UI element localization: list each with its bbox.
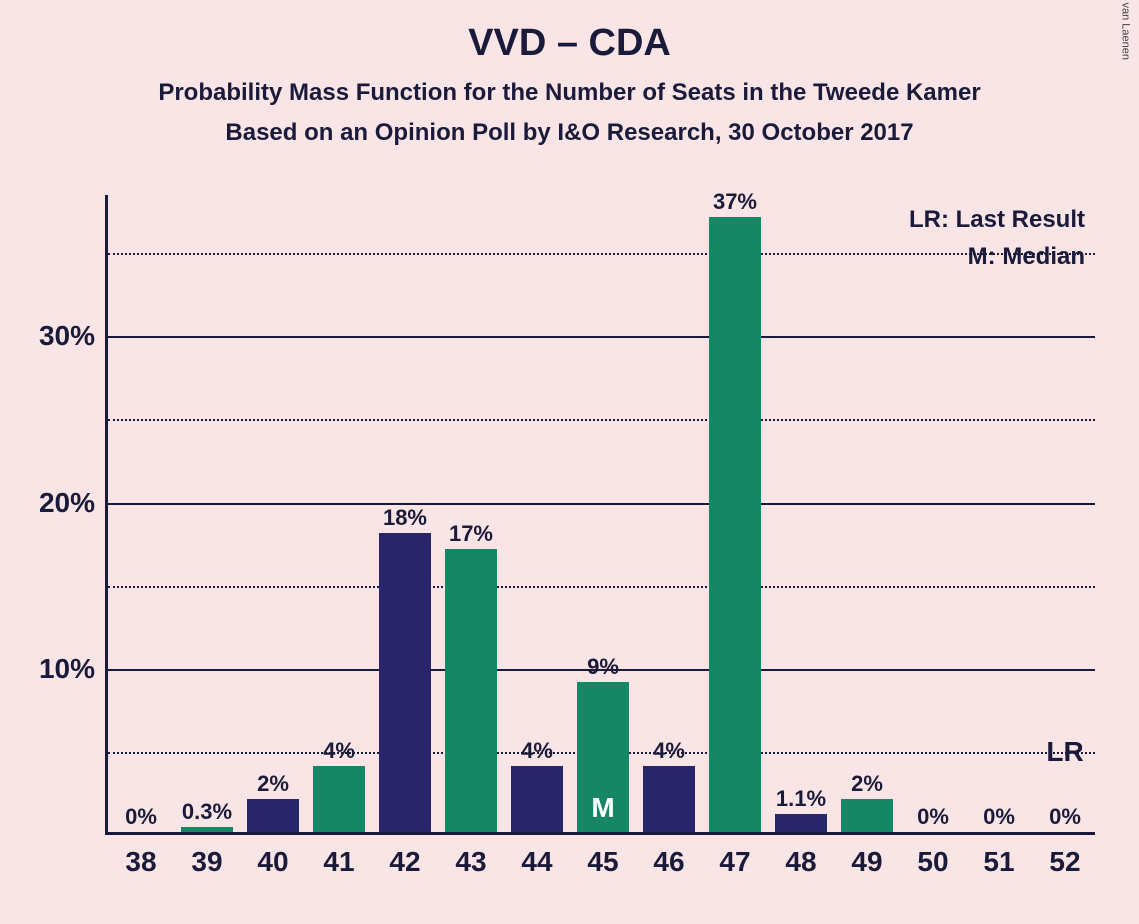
x-axis-tick-label: 52 [1049, 832, 1080, 878]
gridline-major [108, 503, 1095, 505]
chart-plot: LR: Last Result M: Median 10%20%30%38394… [105, 195, 1095, 835]
bar [181, 827, 234, 832]
bar [709, 217, 762, 832]
x-axis-tick-label: 47 [719, 832, 750, 878]
bar-value-label: 1.1% [776, 786, 826, 814]
bar-slot: 9%M [577, 682, 630, 832]
x-axis-tick-label: 39 [191, 832, 222, 878]
bar-value-label: 0% [1049, 804, 1081, 832]
x-axis-tick-label: 50 [917, 832, 948, 878]
lr-marker: LR [1046, 736, 1083, 768]
x-axis-tick-label: 42 [389, 832, 420, 878]
x-axis-tick-label: 43 [455, 832, 486, 878]
bar-value-label: 2% [851, 771, 883, 799]
x-axis-tick-label: 45 [587, 832, 618, 878]
bar-value-label: 9% [587, 654, 619, 682]
y-axis-tick-label: 20% [5, 487, 95, 519]
gridline-minor [108, 586, 1095, 588]
bar-value-label: 37% [713, 189, 757, 217]
bar-slot: 2% [247, 799, 300, 832]
bar [775, 814, 828, 832]
bar-annotation: M [591, 792, 614, 824]
x-axis-tick-label: 40 [257, 832, 288, 878]
x-axis-tick-label: 51 [983, 832, 1014, 878]
bar-slot: 4% [643, 766, 696, 832]
bar-value-label: 0% [125, 804, 157, 832]
x-axis-tick-label: 49 [851, 832, 882, 878]
legend-lr: LR: Last Result [909, 201, 1085, 238]
bar [247, 799, 300, 832]
bar-value-label: 2% [257, 771, 289, 799]
chart-legend: LR: Last Result M: Median [909, 201, 1085, 275]
gridline-minor [108, 419, 1095, 421]
bar-value-label: 0.3% [182, 799, 232, 827]
gridline-minor [108, 253, 1095, 255]
bar-value-label: 4% [521, 738, 553, 766]
bar-value-label: 18% [383, 505, 427, 533]
bar-slot: 0.3% [181, 827, 234, 832]
bar [643, 766, 696, 832]
x-axis-tick-label: 48 [785, 832, 816, 878]
bar-value-label: 17% [449, 521, 493, 549]
x-axis-tick-label: 38 [125, 832, 156, 878]
bar-value-label: 4% [323, 738, 355, 766]
chart-title-main: VVD – CDA [0, 22, 1139, 65]
bar [313, 766, 366, 832]
x-axis-tick-label: 41 [323, 832, 354, 878]
legend-m: M: Median [909, 238, 1085, 275]
bar [511, 766, 564, 832]
bar-slot: 18% [379, 533, 432, 832]
chart-subtitle-2: Based on an Opinion Poll by I&O Research… [0, 119, 1139, 147]
bar-value-label: 0% [917, 804, 949, 832]
chart-subtitle-1: Probability Mass Function for the Number… [0, 79, 1139, 107]
bar [379, 533, 432, 832]
bar-slot: 17% [445, 549, 498, 832]
y-axis-tick-label: 30% [5, 320, 95, 352]
bar-value-label: 0% [983, 804, 1015, 832]
bar [841, 799, 894, 832]
bar-slot: 4% [511, 766, 564, 832]
bar-value-label: 4% [653, 738, 685, 766]
bar-slot: 37% [709, 217, 762, 832]
gridline-major [108, 336, 1095, 338]
x-axis-tick-label: 46 [653, 832, 684, 878]
bar-slot: 4% [313, 766, 366, 832]
bar-slot: 1.1% [775, 814, 828, 832]
chart-titles: VVD – CDA Probability Mass Function for … [0, 0, 1139, 147]
bar [445, 549, 498, 832]
bar-slot: 2% [841, 799, 894, 832]
copyright-text: © 2020 Filip van Laenen [1119, 0, 1131, 60]
y-axis-tick-label: 10% [5, 653, 95, 685]
plot-area: LR: Last Result M: Median 10%20%30%38394… [105, 195, 1095, 835]
x-axis-tick-label: 44 [521, 832, 552, 878]
